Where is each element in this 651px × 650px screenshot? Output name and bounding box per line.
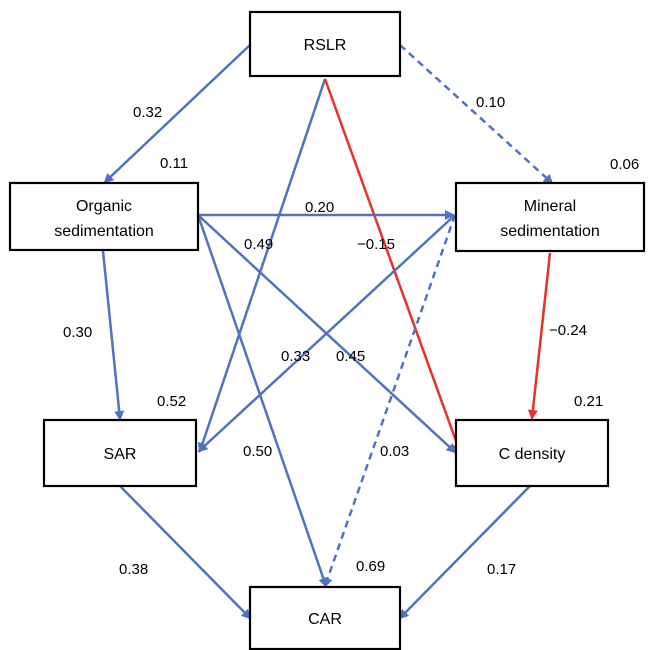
arrow-mineral-to-cdensity <box>527 252 552 420</box>
r2-mineral: 0.06 <box>610 156 639 173</box>
coef-rslr-sar: 0.49 <box>244 236 273 253</box>
node-mineral-sedimentation: Mineral sedimentation <box>454 181 646 253</box>
coef-organic-cdensity: 0.45 <box>336 348 365 365</box>
r2-car: 0.69 <box>356 558 385 575</box>
coef-organic-mineral: 0.20 <box>305 199 334 216</box>
node-car-label: CAR <box>308 611 342 628</box>
coef-mineral-car: 0.03 <box>380 443 409 460</box>
coef-mineral-sar: 0.33 <box>281 348 310 365</box>
node-car: CAR <box>248 585 402 650</box>
coef-organic-sar: 0.30 <box>63 324 92 341</box>
node-mineral-label-line2: sedimentation <box>500 223 600 240</box>
arrow-organic-to-sar <box>101 250 125 421</box>
coef-cdensity-car: 0.17 <box>487 561 516 578</box>
path-arrows <box>101 44 554 620</box>
node-organic-label-line2: sedimentation <box>54 223 154 240</box>
arrow-rslr-to-sar <box>197 78 327 453</box>
arrow-organic-to-car <box>196 214 329 588</box>
arrow-rslr-to-mineral <box>399 44 554 185</box>
coef-rslr-organic: 0.32 <box>133 104 162 121</box>
node-sar: SAR <box>42 418 198 488</box>
coef-sar-car: 0.38 <box>119 561 148 578</box>
node-rslr: RSLR <box>248 10 402 78</box>
r2-organic: 0.11 <box>160 155 188 172</box>
arrow-mineral-to-car <box>322 214 457 588</box>
r2-sar: 0.52 <box>157 393 186 410</box>
coef-mineral-cdensity: −0.24 <box>549 322 587 339</box>
arrow-sar-to-car <box>119 485 252 620</box>
r2-cdensity: 0.21 <box>574 393 603 410</box>
node-organic-sedimentation: Organic sedimentation <box>8 181 200 252</box>
node-sar-label: SAR <box>104 446 137 463</box>
arrow-rslr-to-cdensity <box>323 78 462 454</box>
arrow-rslr-to-organic <box>103 44 251 184</box>
node-rslr-label: RSLR <box>304 37 347 54</box>
node-mineral-label-line1: Mineral <box>524 198 576 215</box>
node-c-density: C density <box>454 418 610 488</box>
node-cdensity-label: C density <box>499 446 566 463</box>
coef-rslr-cdensity: −0.15 <box>357 236 395 253</box>
coef-rslr-mineral: 0.10 <box>476 94 505 111</box>
node-organic-label-line1: Organic <box>76 198 132 215</box>
arrow-mineral-to-sar <box>197 214 456 453</box>
arrow-cdensity-to-car <box>398 485 531 620</box>
coef-organic-car: 0.50 <box>243 443 272 460</box>
